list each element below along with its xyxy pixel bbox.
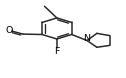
Text: O: O xyxy=(5,26,13,35)
Text: F: F xyxy=(54,47,59,56)
Text: N: N xyxy=(83,34,90,43)
